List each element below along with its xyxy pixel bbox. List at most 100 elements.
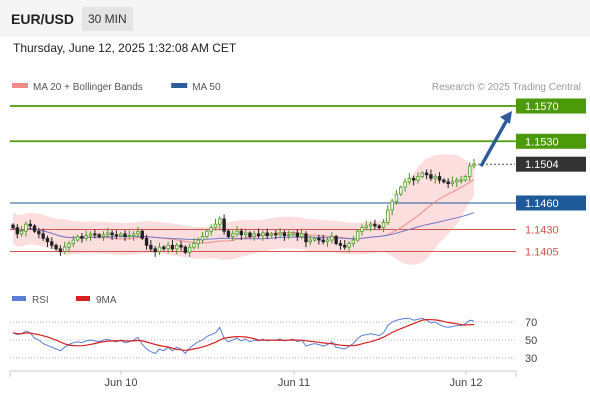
symbol-label: EUR/USD: [11, 11, 75, 27]
candle-body: [114, 234, 119, 237]
candle-body: [28, 223, 32, 227]
current-price-label: 1.1504: [525, 159, 559, 171]
candle-body: [261, 232, 265, 237]
candle-body: [157, 246, 162, 252]
ma50-line: [12, 212, 475, 240]
rsi-ma-line: [12, 318, 475, 351]
legend-label-1: MA 50: [192, 82, 221, 93]
candle-body: [304, 233, 308, 243]
candle-body: [377, 225, 381, 229]
candle-body: [80, 236, 84, 239]
candle-body: [222, 218, 226, 232]
x-tick-label-2: Jun 12: [449, 377, 482, 389]
level-label-1.1530: 1.1530: [525, 136, 559, 148]
level-tag-1.1530: [516, 133, 586, 149]
candle-body: [347, 243, 351, 248]
candle-body: [407, 177, 412, 183]
candle-body: [239, 230, 244, 236]
rsi-level-label-50: 50: [525, 335, 537, 347]
x-tick-label-0: Jun 10: [104, 377, 137, 389]
candle-body: [84, 235, 88, 239]
candle-body: [265, 232, 269, 237]
candle-body: [41, 233, 45, 239]
candle-body: [106, 232, 110, 236]
level-label-1.1570: 1.1570: [525, 101, 559, 113]
candle-body: [218, 218, 222, 225]
candle-body: [88, 233, 93, 237]
candle-body: [24, 223, 28, 232]
candle-body: [110, 232, 114, 236]
candle-body: [321, 239, 325, 243]
level-tag-1.1460: [516, 195, 586, 211]
level-label-1.1460: 1.1460: [525, 198, 559, 210]
rsi-level-label-30: 30: [525, 353, 537, 365]
candle-body: [403, 181, 407, 188]
candle-body: [54, 244, 58, 250]
candle-body: [308, 239, 312, 243]
candle-body: [450, 181, 455, 185]
candle-body: [429, 174, 433, 179]
candle-body: [299, 233, 304, 237]
candle-body: [231, 233, 235, 237]
current-price-tag: [516, 156, 586, 172]
candle-body: [252, 233, 256, 237]
candle-body: [15, 227, 20, 235]
candle-body: [399, 186, 403, 195]
legend-swatch-0: [12, 83, 28, 88]
candle-body: [472, 163, 476, 167]
candle-body: [45, 237, 50, 243]
candle-body: [192, 243, 196, 248]
credit-text: Research © 2025 Trading Central: [432, 82, 581, 93]
candle-body: [338, 243, 343, 246]
rsi-legend-label-0: RSI: [32, 295, 49, 306]
x-tick-label-1: Jun 11: [278, 377, 310, 389]
forecast-arrow-shaft: [479, 117, 510, 168]
candle-body: [416, 176, 420, 181]
candle-body: [75, 236, 80, 241]
candle-body: [32, 225, 37, 232]
candle-body: [123, 233, 127, 237]
candle-body: [355, 230, 360, 241]
candle-body: [183, 246, 188, 253]
candle-body: [136, 230, 140, 235]
candle-body: [317, 237, 321, 241]
candle-body: [140, 230, 144, 239]
bollinger-band: [13, 154, 474, 265]
candle-body: [205, 230, 209, 237]
timeframe-button[interactable]: 30 MIN: [82, 7, 133, 31]
candle-body: [149, 244, 153, 250]
candle-body: [424, 172, 429, 176]
rsi-legend-label-1: 9MA: [96, 295, 117, 306]
rsi-legend-swatch-1: [76, 296, 90, 301]
candle-body: [196, 239, 200, 244]
candle-body: [67, 243, 71, 248]
candle-body: [101, 234, 106, 237]
candle-body: [386, 209, 390, 223]
candle-body: [97, 234, 101, 237]
candle-body: [243, 232, 248, 236]
candle-body: [131, 233, 136, 237]
candle-body: [144, 237, 149, 246]
legend-swatch-1: [171, 83, 188, 88]
candle-body: [420, 172, 424, 177]
legend-label-0: MA 20 + Bollinger Bands: [33, 82, 143, 93]
candle-body: [209, 227, 213, 232]
candle-body: [179, 244, 183, 248]
rsi-line: [12, 317, 475, 355]
candle-body: [153, 248, 157, 252]
candle-body: [343, 244, 347, 248]
candle-body: [291, 232, 295, 236]
candle-body: [390, 200, 394, 211]
rsi-level-label-70: 70: [525, 317, 537, 329]
candle-body: [373, 223, 377, 227]
candle-body: [248, 232, 252, 237]
candle-body: [381, 221, 386, 229]
candle-body: [50, 241, 54, 246]
candle-body: [269, 233, 274, 237]
candle-body: [442, 179, 446, 183]
candle-body: [287, 234, 291, 237]
candle-body: [274, 233, 278, 236]
candle-body: [226, 230, 231, 237]
candle-body: [467, 165, 472, 177]
